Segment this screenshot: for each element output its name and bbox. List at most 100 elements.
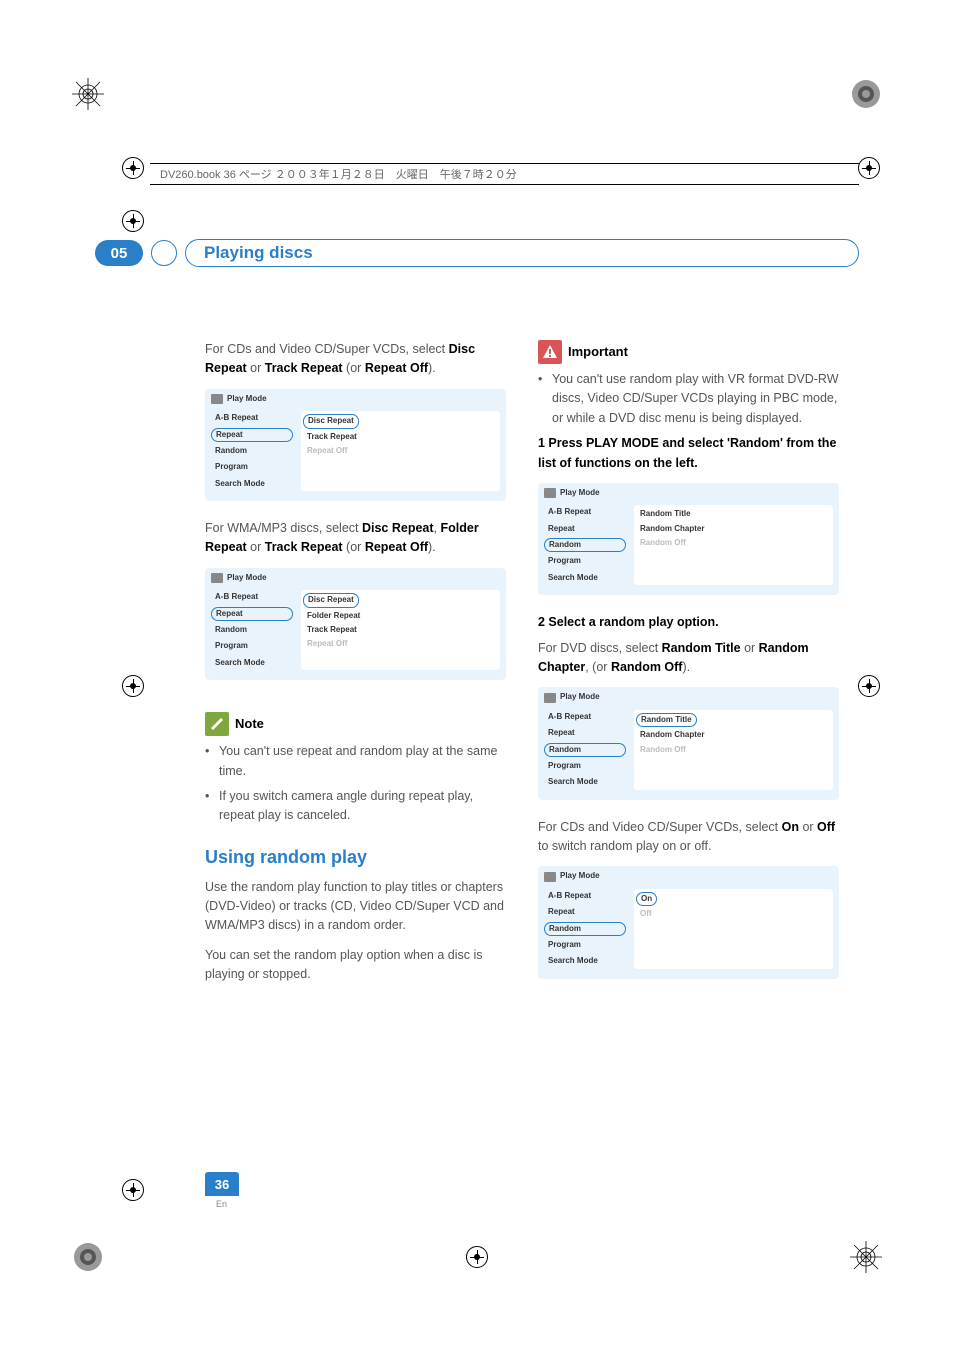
menu-item: Random <box>544 922 626 936</box>
menu-option: Random Off <box>640 744 827 756</box>
play-mode-menu-left: A-B Repeat Repeat Random Program Search Mode <box>544 505 626 585</box>
play-mode-title: Play Mode <box>227 393 267 405</box>
menu-item: Repeat <box>544 726 626 740</box>
menu-item: Search Mode <box>544 775 626 789</box>
note-bullet-2: If you switch camera angle during repeat… <box>205 787 506 826</box>
play-mode-body: A-B Repeat Repeat Random Program Search Mode… <box>205 586 506 680</box>
play-mode-menu-left: A-B Repeat Repeat Random Program Search Mode <box>544 889 626 969</box>
crosshair-bottom-center <box>466 1246 488 1268</box>
menu-option: Disc Repeat <box>303 593 359 607</box>
crosshair-top-right <box>858 157 880 179</box>
display-icon <box>544 693 556 703</box>
menu-item: Search Mode <box>544 954 626 968</box>
book-header-line: DV260.book 36 ページ ２００３年１月２８日 火曜日 午後７時２０分 <box>150 163 859 185</box>
play-mode-header: Play Mode <box>538 866 839 884</box>
menu-item: Search Mode <box>211 656 293 670</box>
left-column: For CDs and Video CD/Super VCDs, select … <box>205 340 506 997</box>
important-label: Important <box>568 342 628 362</box>
random-para-1: Use the random play function to play tit… <box>205 878 506 936</box>
play-mode-box-right-3: Play Mode A-B Repeat Repeat Random Program Se… <box>538 866 839 978</box>
note-bullets: You can't use repeat and random play at … <box>205 742 506 826</box>
menu-item: Repeat <box>211 607 293 621</box>
menu-item: Repeat <box>544 905 626 919</box>
note-label: Note <box>235 714 264 734</box>
note-bullet-1: You can't use repeat and random play at … <box>205 742 506 781</box>
menu-item: A-B Repeat <box>544 505 626 519</box>
menu-option: Random Off <box>640 537 827 549</box>
crosshair-left-mid <box>122 675 144 697</box>
important-bullet-1: You can't use random play with VR format… <box>538 370 839 428</box>
play-mode-menu-left: A-B RepeatRepeatRandomProgramSearch Mode <box>211 411 293 491</box>
play-mode-title: Play Mode <box>560 870 600 882</box>
menu-option: Track Repeat <box>307 624 494 636</box>
play-mode-body: A-B RepeatRepeatRandomProgramSearch Mode… <box>538 706 839 800</box>
menu-option: Random Chapter <box>640 729 827 741</box>
play-mode-box-right-2: Play ModeA-B RepeatRepeatRandomProgramSe… <box>538 687 839 799</box>
page-language: En <box>216 1199 227 1209</box>
menu-option: Random Title <box>636 713 697 727</box>
page-number-badge: 36 <box>205 1172 239 1196</box>
content-columns: For CDs and Video CD/Super VCDs, select … <box>205 340 839 997</box>
important-section-header: Important <box>538 340 628 364</box>
menu-option: Repeat Off <box>307 445 494 457</box>
menu-item: Search Mode <box>544 571 626 585</box>
play-mode-box-right-1: Play Mode A-B Repeat Repeat Random Program Se… <box>538 483 839 595</box>
chapter-header: 05 Playing discs <box>95 238 859 268</box>
play-mode-menu-right: Random TitleRandom ChapterRandom Off <box>634 505 833 585</box>
display-icon <box>544 872 556 882</box>
step-2-title: 2 Select a random play option. <box>538 613 839 632</box>
menu-item: Program <box>211 639 293 653</box>
important-icon <box>538 340 562 364</box>
play-mode-body: A-B Repeat Repeat Random Program Search Mode… <box>538 885 839 979</box>
note-icon <box>205 712 229 736</box>
crosshair-left-upper <box>122 210 144 232</box>
right-column: Important You can't use random play with… <box>538 340 839 997</box>
text-intro-2: For WMA/MP3 discs, select Disc Repeat, F… <box>205 519 506 558</box>
display-icon <box>211 573 223 583</box>
menu-item: Program <box>211 460 293 474</box>
menu-item: A-B Repeat <box>544 889 626 903</box>
menu-item: Repeat <box>211 428 293 442</box>
book-header-text: DV260.book 36 ページ ２００３年１月２８日 火曜日 午後７時２０分 <box>160 166 517 182</box>
play-mode-box-left-1: Play ModeA-B RepeatRepeatRandomProgramSe… <box>205 389 506 501</box>
menu-item: Search Mode <box>211 477 293 491</box>
crosshair-top <box>122 157 144 179</box>
menu-item: Program <box>544 938 626 952</box>
step-1: 1 Press PLAY MODE and select 'Random' fr… <box>538 434 839 473</box>
play-mode-header: Play Mode <box>205 568 506 586</box>
play-mode-body: A-B RepeatRepeatRandomProgramSearch Mode… <box>205 407 506 501</box>
para-cd-vcd: For CDs and Video CD/Super VCDs, select … <box>538 818 839 857</box>
menu-option: Off <box>640 908 827 920</box>
menu-item: Program <box>544 759 626 773</box>
play-mode-header: Play Mode <box>205 389 506 407</box>
menu-option: Random Chapter <box>640 523 827 535</box>
section-heading-random: Using random play <box>205 844 506 872</box>
play-mode-menu-right: Disc RepeatTrack RepeatRepeat Off <box>301 411 500 491</box>
random-para-2: You can set the random play option when … <box>205 946 506 985</box>
text-intro-1: For CDs and Video CD/Super VCDs, select … <box>205 340 506 379</box>
play-mode-header: Play Mode <box>538 483 839 501</box>
menu-item: Program <box>544 554 626 568</box>
play-mode-box-left-2: Play Mode A-B Repeat Repeat Random Program Se… <box>205 568 506 680</box>
menu-item: Repeat <box>544 522 626 536</box>
play-mode-body: A-B Repeat Repeat Random Program Search Mode… <box>538 501 839 595</box>
step-2-body: For DVD discs, select Random Title or Ra… <box>538 639 839 678</box>
play-mode-menu-left: A-B Repeat Repeat Random Program Search Mode <box>211 590 293 670</box>
corner-mark-br <box>850 1241 882 1273</box>
play-mode-menu-right: Random Title Random Chapter Random Off <box>634 710 833 790</box>
play-mode-menu-right: On Off <box>634 889 833 969</box>
play-mode-title: Play Mode <box>227 572 267 584</box>
menu-option: Disc Repeat <box>303 414 359 428</box>
corner-mark-tl <box>72 78 104 110</box>
menu-item: A-B Repeat <box>211 590 293 604</box>
menu-item: Random <box>211 623 293 637</box>
menu-item: Random <box>544 538 626 552</box>
corner-mark-tr <box>850 78 882 110</box>
menu-option: On <box>636 892 657 906</box>
important-bullets: You can't use random play with VR format… <box>538 370 839 428</box>
menu-option: Repeat Off <box>307 638 494 650</box>
play-mode-title: Play Mode <box>560 691 600 703</box>
menu-option: Folder Repeat <box>307 610 494 622</box>
crosshair-left-lower <box>122 1179 144 1201</box>
crosshair-right-mid <box>858 675 880 697</box>
